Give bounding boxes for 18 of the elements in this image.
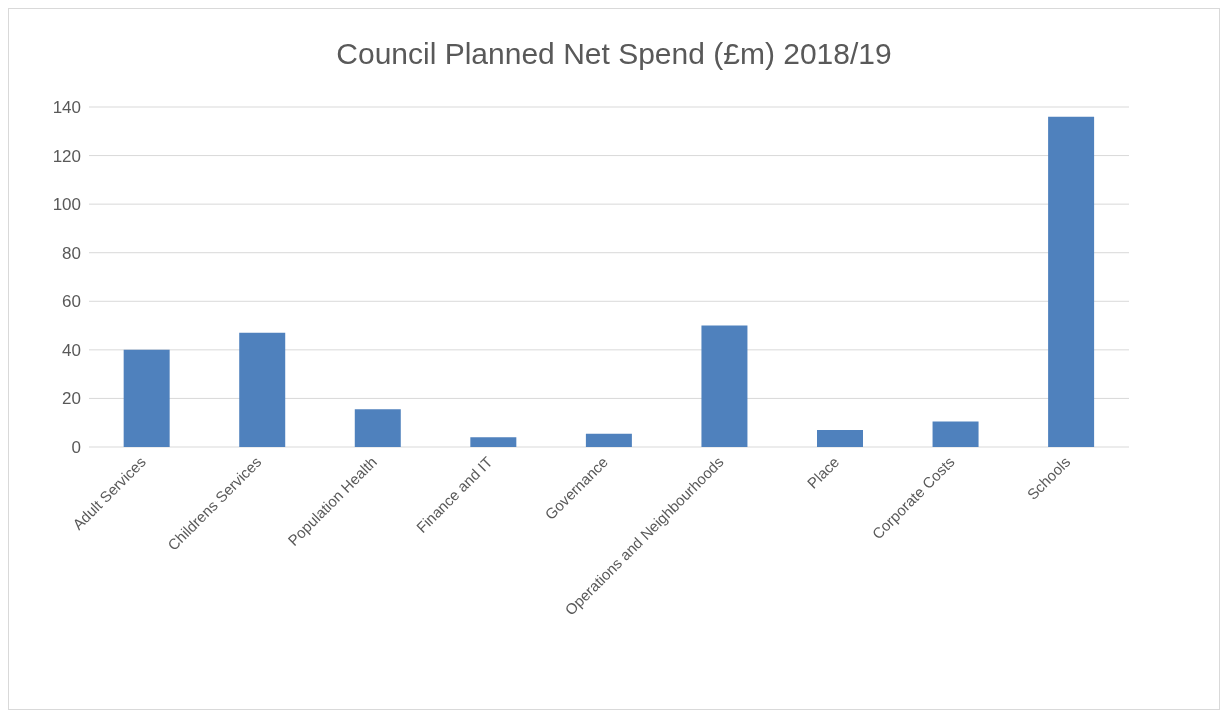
y-tick-label: 60: [62, 292, 81, 312]
bar: [1048, 116, 1095, 447]
y-tick-label: 80: [62, 243, 81, 263]
y-tick-label: 120: [52, 146, 81, 166]
chart-title: Council Planned Net Spend (£m) 2018/19: [335, 36, 893, 72]
y-tick-label: 20: [62, 389, 81, 409]
bar: [354, 409, 401, 447]
bar: [932, 421, 979, 447]
bar: [701, 325, 748, 447]
y-tick-label: 40: [62, 340, 81, 360]
y-tick-label: 0: [71, 438, 81, 458]
bar: [817, 430, 863, 447]
y-tick-label: 100: [52, 195, 81, 215]
y-tick-label: 140: [52, 98, 81, 118]
bar: [239, 332, 286, 447]
bar: [470, 437, 517, 447]
bar: [585, 433, 632, 447]
bar: [123, 349, 170, 447]
